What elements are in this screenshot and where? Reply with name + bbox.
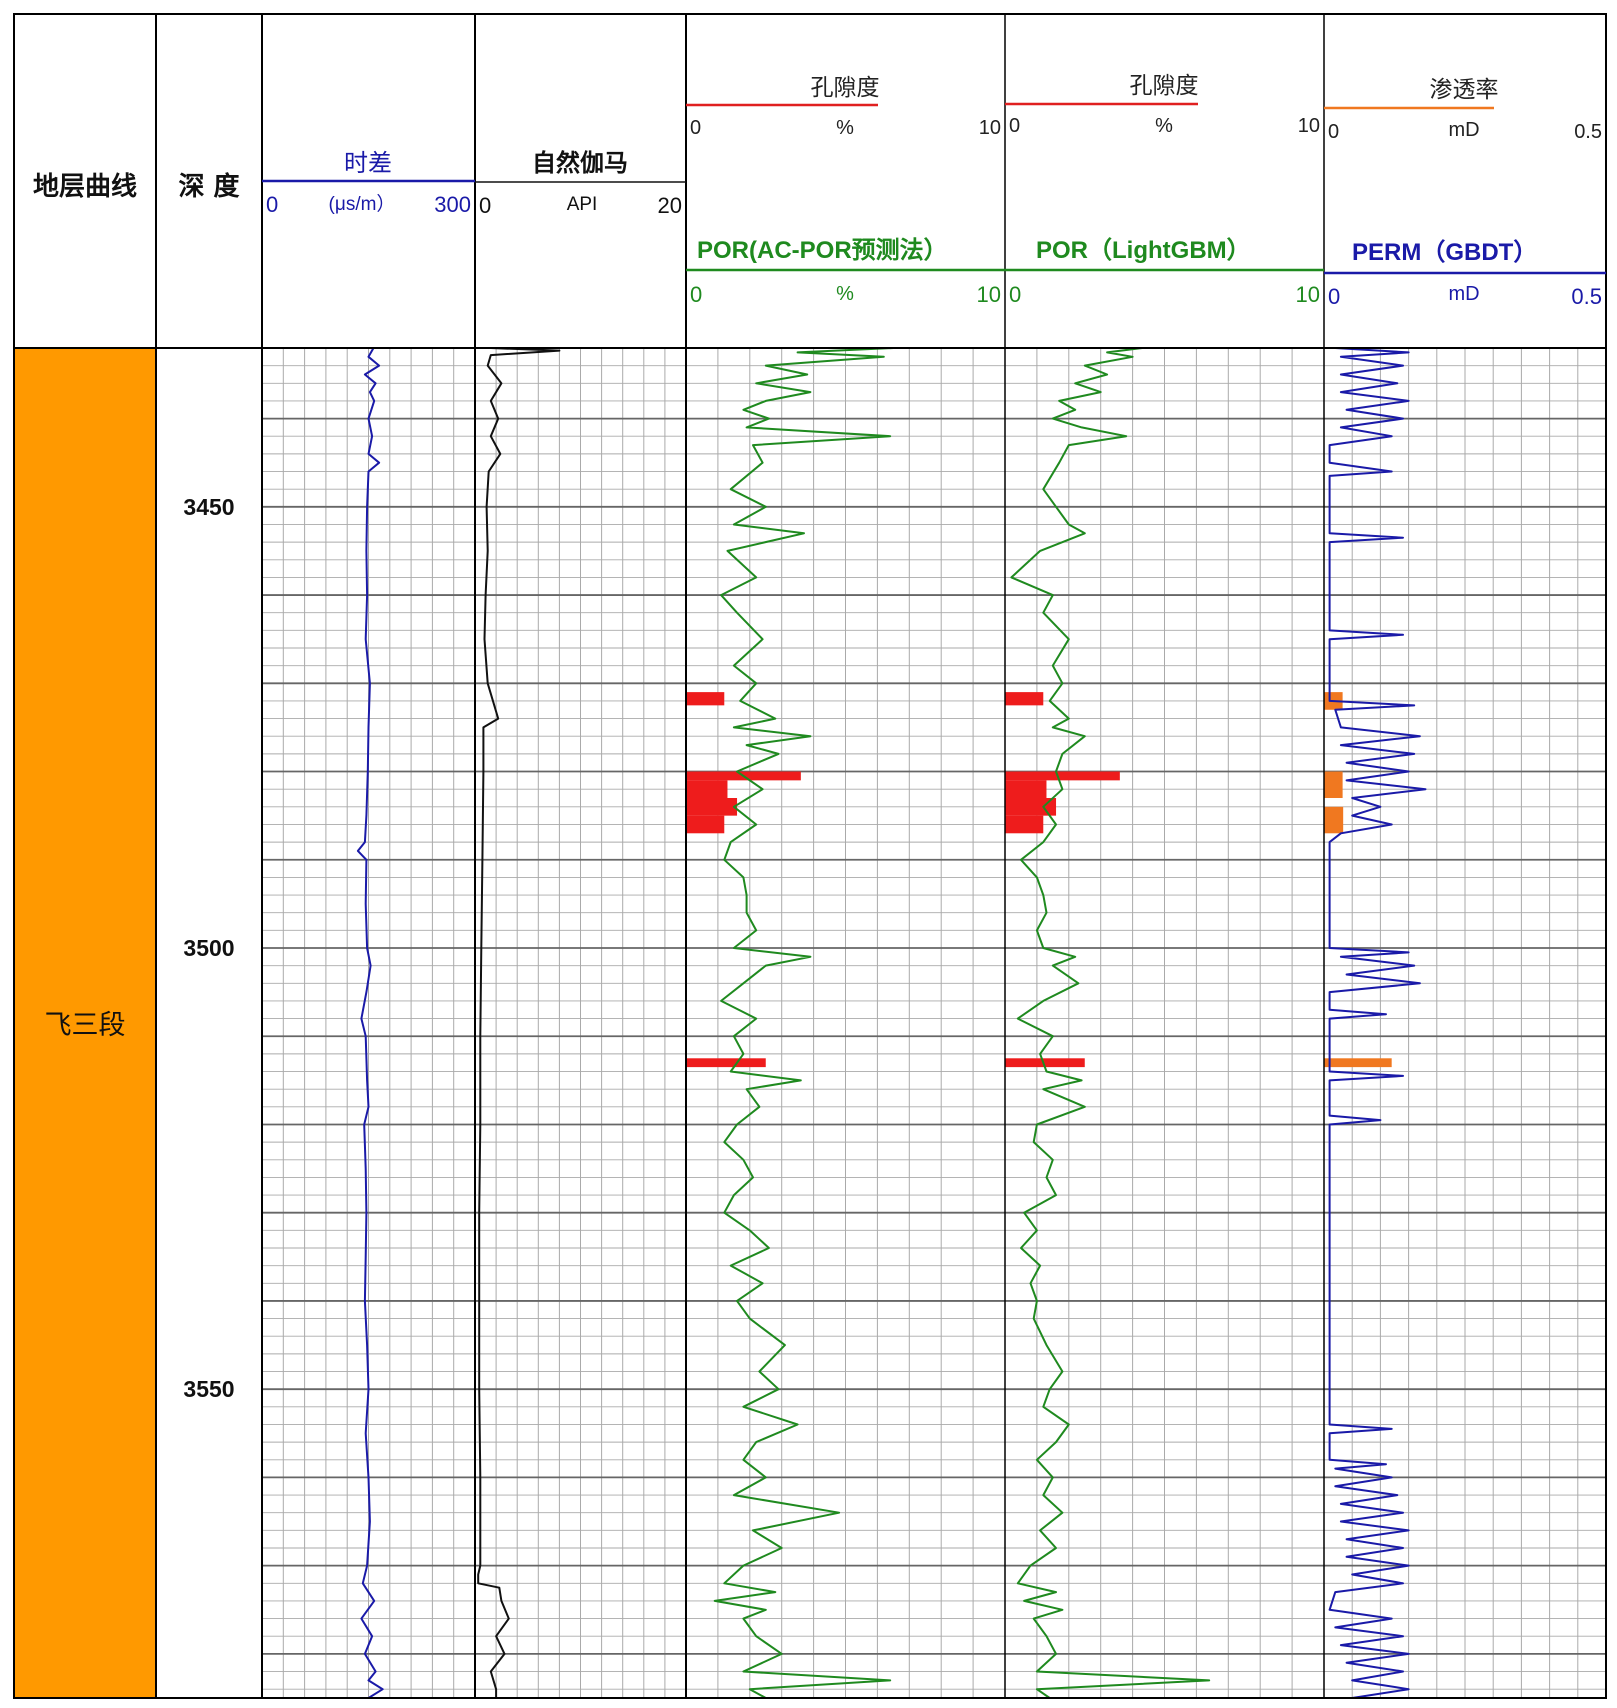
depth-tick-label: 3450 <box>183 494 234 520</box>
core-porosity-bar <box>686 1058 766 1068</box>
por-lgbm-track-title: POR（LightGBM） <box>1036 237 1251 264</box>
por-lgbm-scale-max: 10 <box>1296 282 1320 307</box>
core-porosity-bar <box>1005 1058 1085 1068</box>
por-ac-top-title: 孔隙度 <box>811 75 880 101</box>
grid-layer <box>262 348 1606 1698</box>
por-ac-top-max: 10 <box>979 117 1001 139</box>
ac-track-title: 时差 <box>344 149 392 177</box>
core-sample-layer <box>686 692 1392 1068</box>
por-ac-scale-unit: % <box>836 283 854 305</box>
depth-column-header: 深 度 <box>178 171 239 202</box>
perm-track-title: PERM（GBDT） <box>1352 239 1537 266</box>
core-permeability-bar <box>1324 771 1343 798</box>
depth-tick-label: 3550 <box>183 1376 234 1402</box>
ac-scale-max: 300 <box>434 192 471 217</box>
depth-tick-label: 3500 <box>183 935 234 961</box>
core-porosity-bar <box>1005 798 1057 816</box>
depth-label-layer: 3450 3500 3550 <box>183 494 234 1402</box>
por-ac-scale-max: 10 <box>977 282 1001 307</box>
gr-scale-max: 20 <box>658 193 682 218</box>
por-lgbm-top-min: 0 <box>1009 115 1020 137</box>
perm-scale-unit: mD <box>1448 283 1479 305</box>
gr-track-title: 自然伽马 <box>532 149 628 177</box>
frame <box>13 13 1607 1699</box>
ac-scale-min: 0 <box>266 192 278 217</box>
core-permeability-bar <box>1324 1058 1392 1068</box>
por-lgbm-scale-min: 0 <box>1009 282 1021 307</box>
gr-scale-unit: API <box>567 194 598 215</box>
perm-top-unit: mD <box>1448 119 1479 141</box>
core-porosity-bar <box>686 692 725 706</box>
core-porosity-bar <box>686 780 728 798</box>
perm-top-title: 渗透率 <box>1430 77 1499 103</box>
formation-name: 飞三段 <box>45 1010 126 1041</box>
curve-por-ac <box>713 347 894 1699</box>
por-ac-track-title: POR(AC-POR预测法） <box>697 237 948 264</box>
curve-perm <box>1328 347 1427 1699</box>
core-permeability-bar <box>1324 806 1344 834</box>
perm-top-min: 0 <box>1328 121 1339 143</box>
perm-scale-max: 0.5 <box>1571 284 1602 309</box>
por-lgbm-top-max: 10 <box>1298 115 1320 137</box>
por-lgbm-top-title: 孔隙度 <box>1130 73 1199 99</box>
perm-top-max: 0.5 <box>1574 121 1602 143</box>
por-ac-top-min: 0 <box>690 117 701 139</box>
core-porosity-bar <box>1005 692 1044 706</box>
curve-layer <box>356 347 1427 1699</box>
por-ac-scale-min: 0 <box>690 282 702 307</box>
curve-gr <box>477 347 561 1698</box>
gr-scale-min: 0 <box>479 193 491 218</box>
core-porosity-bar <box>686 815 725 834</box>
ac-scale-unit: (μs/m） <box>329 193 396 215</box>
por-ac-top-unit: % <box>836 117 854 139</box>
core-porosity-bar <box>1005 815 1044 834</box>
core-porosity-bar <box>1005 780 1047 798</box>
perm-scale-min: 0 <box>1328 284 1340 309</box>
curve-ac <box>356 347 384 1699</box>
formation-column-header: 地层曲线 <box>33 172 137 202</box>
curve-por-lgbm <box>1010 347 1211 1699</box>
por-lgbm-top-unit: % <box>1155 115 1173 137</box>
formation-fill <box>14 348 156 1698</box>
core-porosity-bar <box>1005 771 1120 781</box>
core-porosity-bar <box>686 798 738 816</box>
